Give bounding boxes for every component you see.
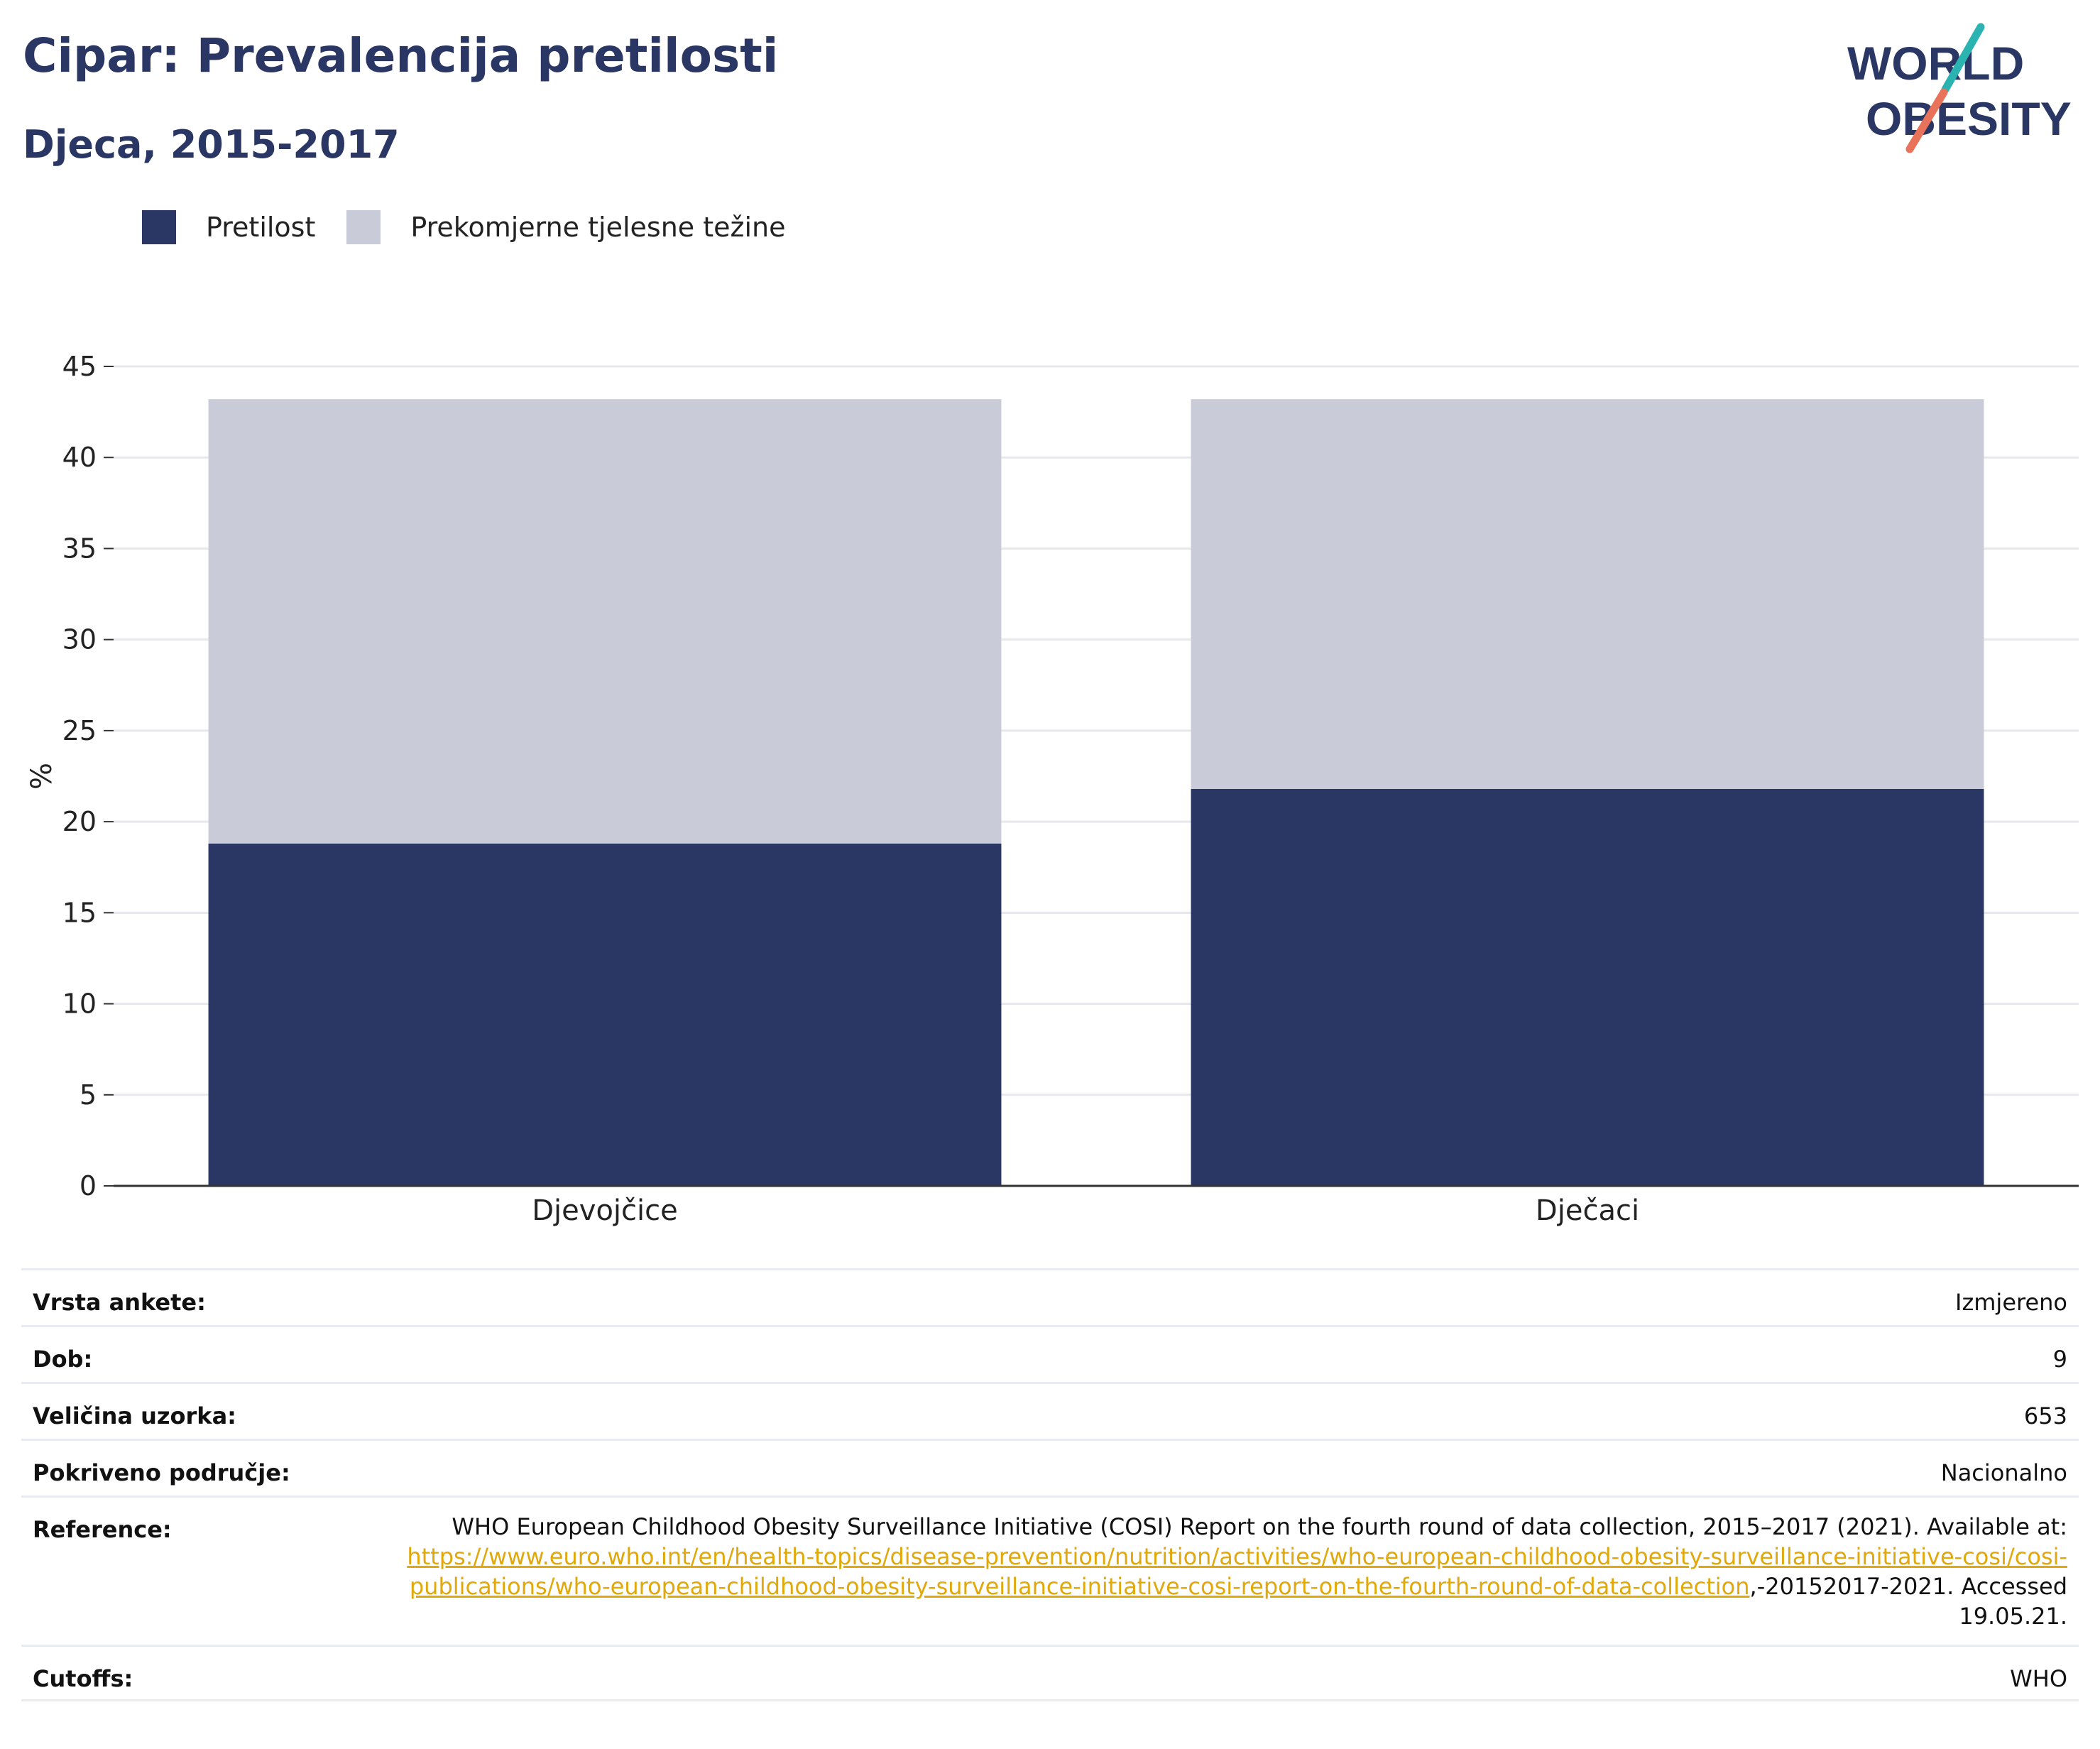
logo-slash-bottom <box>1905 88 1948 153</box>
info-label: Reference: <box>33 1516 172 1543</box>
y-tick-label: 35 <box>62 533 97 564</box>
x-tick-label: Djevojčice <box>532 1194 678 1227</box>
reference-text-after: ,-20152017-2021. Accessed 19.05.21. <box>1749 1573 2067 1630</box>
logo-slash-top <box>1941 23 1985 94</box>
info-label: Dob: <box>33 1346 93 1373</box>
world-obesity-logo: WORLD OBESITY <box>1847 23 2072 153</box>
info-value: Izmjereno <box>1955 1289 2067 1316</box>
info-row-age: Dob: 9 <box>21 1325 2079 1382</box>
info-value: 9 <box>2052 1346 2067 1373</box>
y-tick-label: 0 <box>80 1170 97 1202</box>
bar-pretilost-0 <box>208 843 1002 1186</box>
reference-text: WHO European Childhood Obesity Surveilla… <box>349 1498 2067 1631</box>
y-tick-label: 10 <box>62 988 97 1020</box>
logo-line1: WORLD <box>1847 37 2024 89</box>
info-row-cutoffs: Cutoffs: WHO <box>21 1645 2079 1701</box>
y-tick-label: 5 <box>80 1079 97 1111</box>
bar-prekomjerne-0 <box>208 399 1002 844</box>
x-tick-label: Dječaci <box>1536 1194 1639 1227</box>
y-tick-label: 45 <box>62 351 97 382</box>
info-label: Cutoffs: <box>33 1665 133 1692</box>
info-label: Veličina uzorka: <box>33 1402 236 1429</box>
legend-item-pretilost[interactable]: Pretilost <box>142 210 315 244</box>
bar-pretilost-1 <box>1191 788 1984 1186</box>
y-tick-label: 25 <box>62 715 97 746</box>
info-label: Vrsta ankete: <box>33 1289 206 1316</box>
logo-line2: OBESITY <box>1866 92 2072 145</box>
bar-chart: 0 5 10 15 20 25 30 35 40 45% Djevojčice Dječaci <box>26 351 2079 1227</box>
info-value: WHO <box>2010 1665 2067 1692</box>
legend-label: Pretilost <box>206 212 316 243</box>
legend-item-prekomjerne[interactable]: Prekomjerne tjelesne težine <box>346 210 786 244</box>
y-axis-label: % <box>26 763 58 790</box>
info-row-survey-type: Vrsta ankete: Izmjereno <box>21 1268 2079 1325</box>
page-subtitle: Djeca, 2015-2017 <box>23 122 400 167</box>
info-value: 653 <box>2023 1402 2067 1429</box>
y-tick-label: 20 <box>62 806 97 837</box>
legend: Pretilost Prekomjerne tjelesne težine <box>142 210 817 244</box>
y-tick-label: 40 <box>62 442 97 473</box>
info-table: Vrsta ankete: Izmjereno Dob: 9 Veličina … <box>21 1268 2079 1701</box>
bar-prekomjerne-1 <box>1191 399 1984 789</box>
legend-swatch-prekomjerne <box>346 210 381 244</box>
page-title: Cipar: Prevalencija pretilosti <box>23 28 779 83</box>
info-row-references: Reference: WHO European Childhood Obesit… <box>21 1495 2079 1645</box>
info-value: Nacionalno <box>1940 1459 2067 1486</box>
legend-label: Prekomjerne tjelesne težine <box>410 212 786 243</box>
info-row-area: Pokriveno područje: Nacionalno <box>21 1439 2079 1495</box>
reference-link[interactable]: https://www.euro.who.int/en/health-topic… <box>407 1543 2067 1600</box>
reference-text-before: WHO European Childhood Obesity Surveilla… <box>452 1513 2067 1540</box>
y-tick-label: 30 <box>62 624 97 655</box>
y-tick-label: 15 <box>62 897 97 928</box>
info-label: Pokriveno područje: <box>33 1459 290 1486</box>
info-row-sample-size: Veličina uzorka: 653 <box>21 1382 2079 1439</box>
legend-swatch-pretilost <box>142 210 176 244</box>
